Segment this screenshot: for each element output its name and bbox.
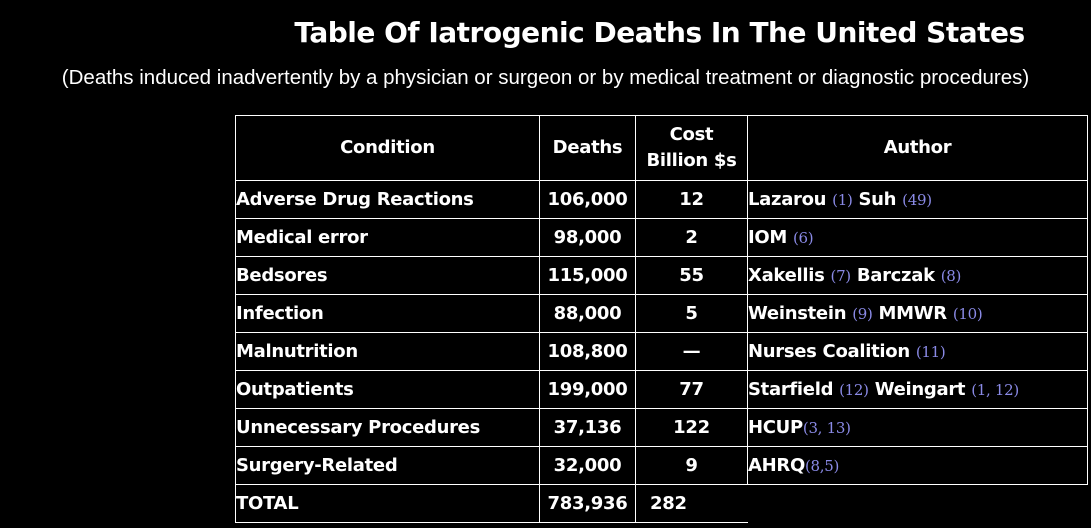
author-reference-link[interactable]: (1) xyxy=(832,191,853,209)
cell-condition: Outpatients xyxy=(235,370,540,409)
header-cost-line1: Cost xyxy=(669,124,714,145)
cell-author: Lazarou (1) Suh (49) xyxy=(747,180,1088,219)
author-name: IOM xyxy=(748,227,788,248)
author-name: Nurses Coalition xyxy=(748,341,911,362)
cell-deaths: 98,000 xyxy=(539,218,636,257)
author-reference-link[interactable]: (12) xyxy=(839,381,869,399)
total-cost: 282 xyxy=(635,484,748,523)
author-reference-link[interactable]: (1, 12) xyxy=(971,381,1019,399)
author-name: Weinstein xyxy=(748,303,847,324)
author-reference-link[interactable]: (3, 13) xyxy=(802,419,851,437)
header-author: Author xyxy=(747,115,1088,181)
author-reference-link[interactable]: (6) xyxy=(792,229,814,247)
cell-author: HCUP(3, 13) xyxy=(747,408,1088,447)
author-name: MMWR xyxy=(878,303,948,324)
cell-deaths: 37,136 xyxy=(539,408,636,447)
iatrogenic-deaths-table: Condition Deaths Cost Billion $s Author … xyxy=(235,115,1088,523)
cell-author: Weinstein (9) MMWR (10) xyxy=(747,294,1088,333)
author-name: AHRQ xyxy=(748,455,806,476)
table-row: Outpatients 199,000 77 Starfield (12) We… xyxy=(235,370,1088,409)
cell-condition: Medical error xyxy=(235,218,540,257)
cell-cost: 122 xyxy=(635,408,748,447)
table-row: Infection 88,000 5 Weinstein (9) MMWR (1… xyxy=(235,294,1088,333)
total-deaths: 783,936 xyxy=(539,484,636,523)
cell-condition: Surgery-Related xyxy=(235,446,540,485)
cell-deaths: 115,000 xyxy=(539,256,636,295)
cell-deaths: 108,800 xyxy=(539,332,636,371)
cell-author: Nurses Coalition (11) xyxy=(747,332,1088,371)
author-reference-link[interactable]: (11) xyxy=(915,343,946,361)
author-reference-link[interactable]: (10) xyxy=(952,305,983,323)
author-name: Weingart xyxy=(874,379,966,400)
header-cost: Cost Billion $s xyxy=(635,115,748,181)
table-row: Bedsores 115,000 55 Xakellis (7) Barczak… xyxy=(235,256,1088,295)
table-total-row: TOTAL 783,936 282 xyxy=(235,484,1088,523)
author-name: Xakellis xyxy=(748,265,825,286)
page-title: Table Of Iatrogenic Deaths In The United… xyxy=(294,16,1025,49)
cell-author: AHRQ(8,5) xyxy=(747,446,1088,485)
table-row: Adverse Drug Reactions 106,000 12 Lazaro… xyxy=(235,180,1088,219)
cell-cost: 55 xyxy=(635,256,748,295)
cell-condition: Infection xyxy=(235,294,540,333)
header-cost-line2: Billion $s xyxy=(646,150,737,171)
table-row: Surgery-Related 32,000 9 AHRQ(8,5) xyxy=(235,446,1088,485)
cell-cost: 2 xyxy=(635,218,748,257)
author-reference-link[interactable]: (8) xyxy=(940,267,962,285)
cell-deaths: 106,000 xyxy=(539,180,636,219)
cell-condition: Adverse Drug Reactions xyxy=(235,180,540,219)
cell-cost: 77 xyxy=(635,370,748,409)
total-label: TOTAL xyxy=(235,484,540,523)
author-name: Starfield xyxy=(748,379,834,400)
table-header-row: Condition Deaths Cost Billion $s Author xyxy=(235,115,1088,181)
table-row: Medical error 98,000 2 IOM (6) xyxy=(235,218,1088,257)
author-name: HCUP xyxy=(748,417,804,438)
cell-deaths: 88,000 xyxy=(539,294,636,333)
cell-author: Starfield (12) Weingart (1, 12) xyxy=(747,370,1088,409)
author-reference-link[interactable]: (8,5) xyxy=(804,457,840,475)
cell-cost: 12 xyxy=(635,180,748,219)
header-deaths: Deaths xyxy=(539,115,636,181)
cell-cost: 5 xyxy=(635,294,748,333)
author-name: Lazarou xyxy=(748,189,827,210)
author-name: Suh xyxy=(858,189,897,210)
cell-author: Xakellis (7) Barczak (8) xyxy=(747,256,1088,295)
cell-deaths: 199,000 xyxy=(539,370,636,409)
table-row: Unnecessary Procedures 37,136 122 HCUP(3… xyxy=(235,408,1088,447)
table-row: Malnutrition 108,800 — Nurses Coalition … xyxy=(235,332,1088,371)
cell-author: IOM (6) xyxy=(747,218,1088,257)
author-reference-link[interactable]: (49) xyxy=(902,191,932,209)
cell-condition: Bedsores xyxy=(235,256,540,295)
author-reference-link[interactable]: (9) xyxy=(852,305,873,323)
cell-condition: Malnutrition xyxy=(235,332,540,371)
cell-deaths: 32,000 xyxy=(539,446,636,485)
author-reference-link[interactable]: (7) xyxy=(830,267,852,285)
cell-cost: — xyxy=(635,332,748,371)
page-subtitle: (Deaths induced inadvertently by a physi… xyxy=(61,66,1030,89)
author-name: Barczak xyxy=(856,265,935,286)
header-condition: Condition xyxy=(235,115,540,181)
total-blank-cell xyxy=(748,485,1088,523)
cell-cost: 9 xyxy=(635,446,748,485)
cell-condition: Unnecessary Procedures xyxy=(235,408,540,447)
